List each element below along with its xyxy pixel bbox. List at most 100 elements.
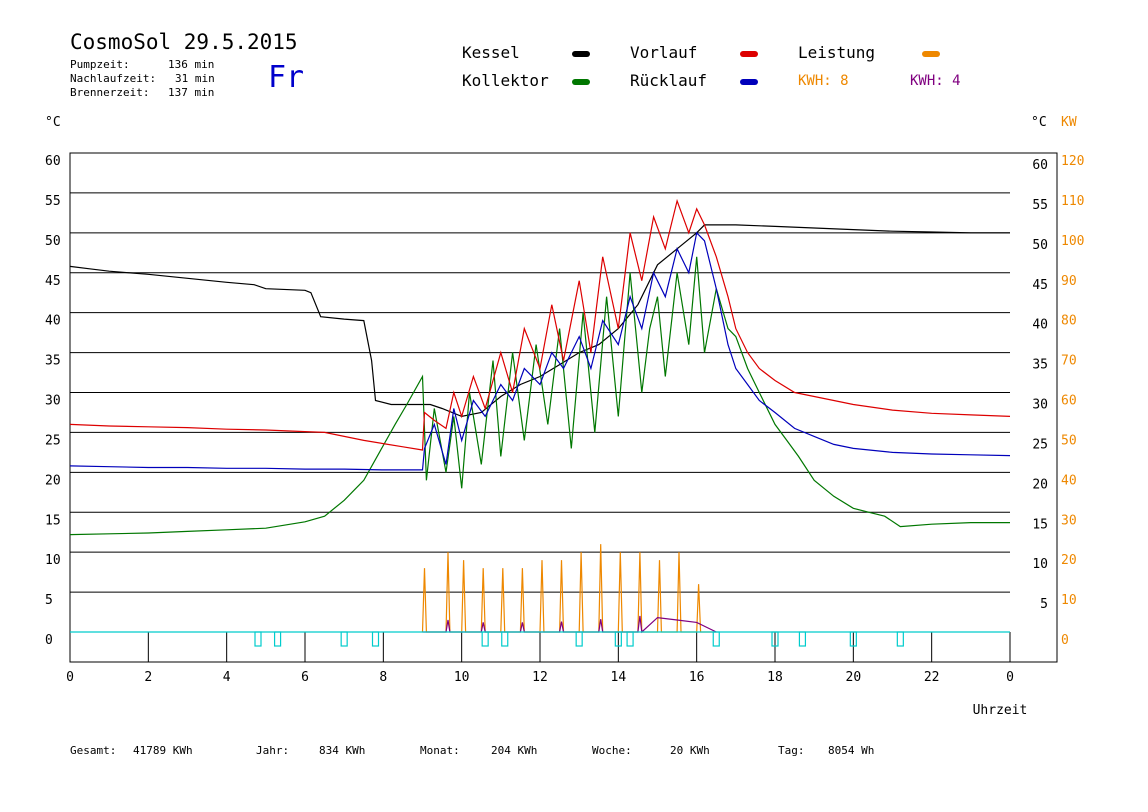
y-right-axis-label: °C <box>1031 115 1047 130</box>
runon-time-label: Nachlaufzeit: <box>70 72 157 85</box>
x-tick-label: 6 <box>301 670 309 685</box>
y2-tick-label: 110 <box>1061 194 1084 209</box>
legend-kessel: Kessel <box>462 43 520 62</box>
year-energy-value: 834 KWh <box>319 744 366 757</box>
y-tick-label: 5 <box>45 593 53 608</box>
plot-frame <box>69 152 1058 663</box>
y2-tick-label: 30 <box>1061 513 1077 528</box>
pump-time-value: 136 min <box>168 58 215 71</box>
y-right-tick-label: 10 <box>1032 557 1048 572</box>
legend-ruecklauf-swatch <box>740 79 758 85</box>
legend-vorlauf: Vorlauf <box>630 43 698 62</box>
day-energy-value: 8054 Wh <box>828 744 875 757</box>
pump-marker <box>481 631 489 647</box>
weekday-label: Fr <box>268 60 305 95</box>
legend-kwh-1: KWH: 8 <box>798 73 849 89</box>
y-tick-label: 50 <box>45 234 61 249</box>
y2-tick-label: 40 <box>1061 473 1077 488</box>
y-right-tick-label: 50 <box>1032 238 1048 253</box>
y2-tick-label: 20 <box>1061 553 1077 568</box>
x-axis-label: Uhrzeit <box>973 703 1028 718</box>
month-energy-label: Monat: <box>420 744 460 757</box>
legend-kwh-2: KWH: 4 <box>910 73 961 89</box>
y-tick-label: 20 <box>45 473 61 488</box>
series-line-r-cklauf <box>69 231 1011 471</box>
y-tick-label: 10 <box>45 553 61 568</box>
y-right-tick-label: 35 <box>1032 358 1048 373</box>
pump-time-label: Pumpzeit: <box>70 58 130 71</box>
x-tick-label: 0 <box>1006 670 1014 685</box>
y2-tick-label: 50 <box>1061 433 1077 448</box>
burner-time-label: Brennerzeit: <box>70 86 150 99</box>
y-axis-label: °C <box>45 115 61 130</box>
y-right-tick-label: 25 <box>1032 437 1048 452</box>
total-energy-value: 41789 KWh <box>133 744 193 757</box>
y-tick-label: 30 <box>45 394 61 409</box>
y-tick-label: 0 <box>45 633 53 648</box>
y-tick-label: 15 <box>45 513 61 528</box>
y-tick-label: 35 <box>45 354 61 369</box>
y-right-tick-label: 55 <box>1032 198 1048 213</box>
y-tick-label: 25 <box>45 433 61 448</box>
y2-axis-label: KW <box>1061 115 1077 130</box>
legend-ruecklauf: Rücklauf <box>630 71 708 90</box>
pump-marker <box>254 631 262 647</box>
legend-kollektor: Kollektor <box>462 71 549 90</box>
week-energy-value: 20 KWh <box>670 744 710 757</box>
y2-tick-label: 0 <box>1061 633 1069 648</box>
legend-leistung: Leistung <box>798 43 876 62</box>
y-right-tick-label: 60 <box>1032 158 1048 173</box>
pump-marker <box>849 631 857 647</box>
x-tick-label: 18 <box>767 670 783 685</box>
y2-tick-label: 100 <box>1061 234 1084 249</box>
y-right-tick-label: 40 <box>1032 318 1048 333</box>
series-line-vorlauf <box>69 198 1011 451</box>
y2-tick-label: 70 <box>1061 354 1077 369</box>
y-tick-label: 40 <box>45 314 61 329</box>
pump-marker <box>340 631 348 647</box>
pump-marker <box>614 631 622 647</box>
y2-tick-label: 80 <box>1061 314 1077 329</box>
legend-vorlauf-swatch <box>740 51 758 57</box>
x-tick-label: 14 <box>611 670 627 685</box>
y2-tick-label: 60 <box>1061 394 1077 409</box>
pump-marker <box>575 631 583 647</box>
x-tick-label: 12 <box>532 670 548 685</box>
y2-tick-label: 120 <box>1061 154 1084 169</box>
pump-marker <box>712 631 720 647</box>
pump-marker <box>896 631 904 647</box>
y-right-tick-label: 30 <box>1032 398 1048 413</box>
x-tick-label: 22 <box>924 670 940 685</box>
series-line-kollektor <box>69 256 1010 536</box>
y-right-tick-label: 20 <box>1032 477 1048 492</box>
pump-marker <box>771 631 779 647</box>
runon-time-value: 31 min <box>175 72 215 85</box>
legend-kollektor-swatch <box>572 79 590 85</box>
x-tick-label: 4 <box>223 670 231 685</box>
pump-marker <box>798 631 807 647</box>
y-right-tick-label: 5 <box>1040 597 1048 612</box>
legend-kessel-swatch <box>572 51 590 57</box>
x-tick-label: 8 <box>379 670 387 685</box>
y-tick-label: 45 <box>45 274 61 289</box>
pump-marker <box>371 631 380 647</box>
y-right-tick-label: 45 <box>1032 278 1048 293</box>
x-tick-label: 20 <box>846 670 862 685</box>
burner-time-value: 137 min <box>168 86 215 99</box>
year-energy-label: Jahr: <box>256 744 290 757</box>
y-tick-label: 60 <box>45 154 61 169</box>
chart-title: CosmoSol 29.5.2015 <box>70 30 298 54</box>
y-right-tick-label: 15 <box>1032 517 1048 532</box>
series-line-kessel <box>69 224 1010 418</box>
x-tick-label: 16 <box>689 670 705 685</box>
month-energy-value: 204 KWh <box>491 744 538 757</box>
y2-tick-label: 90 <box>1061 274 1077 289</box>
total-energy-label: Gesamt: <box>70 744 117 757</box>
week-energy-label: Woche: <box>592 744 632 757</box>
x-tick-label: 10 <box>454 670 470 685</box>
x-tick-label: 0 <box>66 670 74 685</box>
pump-marker <box>626 631 634 647</box>
y2-tick-label: 10 <box>1061 593 1077 608</box>
day-energy-label: Tag: <box>778 744 805 757</box>
